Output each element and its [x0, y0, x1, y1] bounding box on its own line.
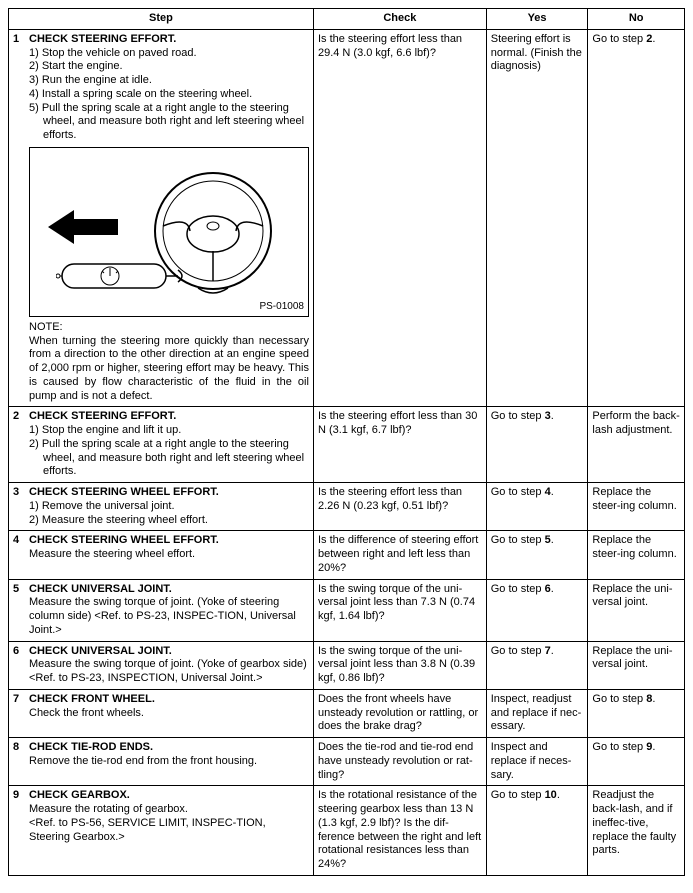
substep: 4) Install a spring scale on the steerin… [29, 88, 309, 102]
substep: 5) Pull the spring scale at a right angl… [29, 102, 309, 143]
check-cell: Is the difference of steering effort bet… [313, 531, 486, 579]
step-number: 3 [13, 486, 29, 527]
yes-cell: Go to step 7. [486, 641, 588, 689]
substep: 1) Remove the universal joint. [29, 500, 309, 514]
diagnostic-table: Step Check Yes No 1 CHECK STEERING EFFOR… [8, 8, 685, 876]
step-number: 2 [13, 410, 29, 479]
step-number: 4 [13, 534, 29, 562]
no-cell: Go to step 8. [588, 689, 685, 737]
substep: 1) Stop the engine and lift it up. [29, 424, 309, 438]
step-title: CHECK GEARBOX. [29, 789, 309, 803]
no-cell: Go to step 9. [588, 738, 685, 786]
check-cell: Is the swing torque of the uni-versal jo… [313, 641, 486, 689]
check-cell: Does the tie-rod and tie-rod end have un… [313, 738, 486, 786]
step-title: CHECK STEERING EFFORT. [29, 33, 309, 47]
check-cell: Does the front wheels have unsteady revo… [313, 689, 486, 737]
check-cell: Is the steering effort less than 2.26 N … [313, 483, 486, 531]
yes-cell: Go to step 4. [486, 483, 588, 531]
step-number: 5 [13, 583, 29, 638]
no-cell: Go to step 2. [588, 29, 685, 407]
no-cell: Replace the uni-versal joint. [588, 641, 685, 689]
check-cell: Is the swing torque of the uni-versal jo… [313, 579, 486, 641]
step-title: CHECK UNIVERSAL JOINT. [29, 583, 309, 597]
step-title: CHECK STEERING WHEEL EFFORT. [29, 486, 309, 500]
check-cell: Is the rotational resistance of the stee… [313, 786, 486, 876]
substep: 3) Run the engine at idle. [29, 74, 309, 88]
header-yes: Yes [486, 9, 588, 30]
step-desc: Measure the rotating of gearbox. <Ref. t… [29, 803, 309, 844]
table-row: 9 CHECK GEARBOX. Measure the rotating of… [9, 786, 685, 876]
note-text: When turning the steering more quickly t… [29, 335, 309, 402]
step-title: CHECK TIE-ROD ENDS. [29, 741, 309, 755]
substep: 1) Stop the vehicle on paved road. [29, 47, 309, 61]
yes-cell: Go to step 3. [486, 407, 588, 483]
table-row: 8 CHECK TIE-ROD ENDS. Remove the tie-rod… [9, 738, 685, 786]
figure-label: PS-01008 [259, 301, 303, 314]
step-desc: Measure the steering wheel effort. [29, 548, 309, 562]
step-number: 9 [13, 789, 29, 844]
header-no: No [588, 9, 685, 30]
yes-cell: Inspect, readjust and replace if nec-ess… [486, 689, 588, 737]
no-cell: Replace the steer-ing column. [588, 483, 685, 531]
step-desc: Measure the swing torque of joint. (Yoke… [29, 596, 309, 637]
spring-scale-icon [56, 258, 186, 294]
check-cell: Is the steering effort less than 29.4 N … [313, 29, 486, 407]
yes-cell: Go to step 6. [486, 579, 588, 641]
header-check: Check [313, 9, 486, 30]
step-number: 6 [13, 645, 29, 686]
no-cell: Replace the uni-versal joint. [588, 579, 685, 641]
note-label: NOTE: [29, 321, 63, 333]
yes-cell: Steering effort is normal. (Finish the d… [486, 29, 588, 407]
table-row: 3 CHECK STEERING WHEEL EFFORT. 1) Remove… [9, 483, 685, 531]
step-desc: Check the front wheels. [29, 707, 309, 721]
substep: 2) Measure the steering wheel effort. [29, 514, 309, 528]
table-row: 4 CHECK STEERING WHEEL EFFORT. Measure t… [9, 531, 685, 579]
step-desc: Remove the tie-rod end from the front ho… [29, 755, 309, 769]
step-number: 8 [13, 741, 29, 769]
step-desc: Measure the swing torque of joint. (Yoke… [29, 658, 309, 686]
table-row: 6 CHECK UNIVERSAL JOINT. Measure the swi… [9, 641, 685, 689]
header-row: Step Check Yes No [9, 9, 685, 30]
steering-figure: PS-01008 [29, 147, 309, 317]
table-row: 5 CHECK UNIVERSAL JOINT. Measure the swi… [9, 579, 685, 641]
arrow-left-icon [48, 210, 118, 244]
check-cell: Is the steering effort less than 30 N (3… [313, 407, 486, 483]
step-title: CHECK STEERING WHEEL EFFORT. [29, 534, 309, 548]
substep: 2) Pull the spring scale at a right angl… [29, 438, 309, 479]
step-title: CHECK STEERING EFFORT. [29, 410, 309, 424]
header-step: Step [9, 9, 314, 30]
step-title: CHECK UNIVERSAL JOINT. [29, 645, 309, 659]
no-cell: Replace the steer-ing column. [588, 531, 685, 579]
step-title: CHECK FRONT WHEEL. [29, 693, 309, 707]
table-row: 1 CHECK STEERING EFFORT. 1) Stop the veh… [9, 29, 685, 407]
yes-cell: Go to step 5. [486, 531, 588, 579]
yes-cell: Inspect and replace if neces-sary. [486, 738, 588, 786]
yes-cell: Go to step 10. [486, 786, 588, 876]
no-cell: Perform the back-lash adjustment. [588, 407, 685, 483]
no-cell: Readjust the back-lash, and if ineffec-t… [588, 786, 685, 876]
step-number: 7 [13, 693, 29, 721]
table-row: 7 CHECK FRONT WHEEL. Check the front whe… [9, 689, 685, 737]
table-row: 2 CHECK STEERING EFFORT. 1) Stop the eng… [9, 407, 685, 483]
substep: 2) Start the engine. [29, 60, 309, 74]
step-number: 1 [13, 33, 29, 404]
